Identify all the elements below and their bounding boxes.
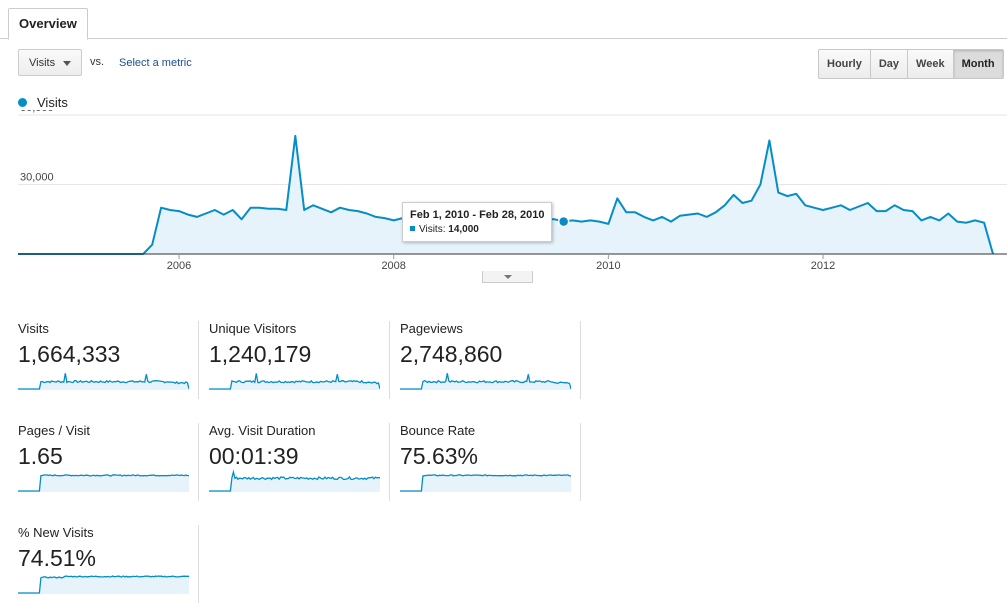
sparkline-line bbox=[400, 373, 571, 390]
scorecard-value: 75.63% bbox=[400, 443, 479, 469]
divider bbox=[389, 321, 390, 399]
legend-label: Visits bbox=[37, 95, 68, 110]
select-metric-link[interactable]: Select a metric bbox=[119, 57, 192, 69]
chevron-down-icon bbox=[63, 61, 71, 66]
scorecard-visits[interactable]: Visits 1,664,333 bbox=[18, 321, 208, 401]
divider bbox=[389, 423, 390, 501]
x-tick-label: 2012 bbox=[811, 260, 835, 270]
scorecard-pages-per-visit[interactable]: Pages / Visit 1.65 bbox=[18, 423, 208, 503]
visits-area bbox=[18, 135, 993, 254]
highlight-point bbox=[557, 215, 570, 228]
sparkline-line bbox=[18, 575, 189, 594]
scorecard-pageviews[interactable]: Pageviews 2,748,860 bbox=[400, 321, 590, 401]
sparkline-line bbox=[18, 474, 189, 492]
sparkline-line bbox=[209, 469, 380, 492]
scorecard-unique-visitors[interactable]: Unique Visitors 1,240,179 bbox=[209, 321, 399, 401]
scorecard-value: 1,240,179 bbox=[209, 341, 312, 367]
granularity-toggle: Hourly Day Week Month bbox=[818, 49, 1004, 79]
y-tick-label: 30,000 bbox=[20, 172, 54, 184]
divider bbox=[198, 321, 199, 399]
x-tick-label: 2006 bbox=[167, 260, 191, 270]
scorecard-bounce-rate[interactable]: Bounce Rate 75.63% bbox=[400, 423, 590, 503]
tooltip-value: 14,000 bbox=[448, 224, 479, 235]
sparkline-line bbox=[209, 373, 380, 390]
metric-select-value: Visits bbox=[29, 57, 56, 69]
tooltip-value-row: Visits: 14,000 bbox=[410, 224, 479, 235]
series-square-icon bbox=[410, 226, 415, 231]
tooltip-date-range: Feb 1, 2010 - Feb 28, 2010 bbox=[410, 209, 545, 221]
divider bbox=[198, 525, 199, 603]
scorecard-label: Bounce Rate bbox=[400, 423, 476, 438]
divider bbox=[198, 423, 199, 501]
chart-tooltip: Feb 1, 2010 - Feb 28, 2010 Visits: 14,00… bbox=[402, 202, 552, 242]
tab-overview[interactable]: Overview bbox=[8, 8, 88, 40]
week-button[interactable]: Week bbox=[907, 50, 953, 78]
scorecard-label: Visits bbox=[18, 321, 49, 336]
vs-label: vs. bbox=[90, 56, 105, 68]
sparkline bbox=[400, 474, 571, 492]
y-tick-label: 60,000 bbox=[20, 110, 54, 114]
scorecard-value: 1,664,333 bbox=[18, 341, 121, 367]
divider bbox=[580, 321, 581, 399]
visits-chart: 60,00030,00020062008201020122014 bbox=[18, 110, 1007, 270]
sparkline-line bbox=[18, 373, 189, 390]
scorecard-label: Avg. Visit Duration bbox=[209, 423, 316, 438]
sparkline bbox=[18, 373, 189, 390]
scorecard-label: % New Visits bbox=[18, 525, 94, 540]
scorecard-value: 74.51% bbox=[18, 545, 97, 571]
sparkline bbox=[209, 469, 380, 492]
metric-select[interactable]: Visits bbox=[18, 49, 82, 76]
scorecard-new-visits[interactable]: % New Visits 74.51% bbox=[18, 525, 208, 605]
month-button[interactable]: Month bbox=[952, 50, 1003, 78]
sparkline bbox=[209, 373, 380, 390]
scorecard-value: 2,748,860 bbox=[400, 341, 503, 367]
legend-dot-icon bbox=[18, 98, 27, 107]
scorecard-label: Pages / Visit bbox=[18, 423, 91, 438]
x-tick-label: 2010 bbox=[596, 260, 620, 270]
sparkline-area bbox=[18, 474, 189, 492]
sparkline bbox=[18, 575, 189, 594]
sparkline bbox=[400, 373, 571, 390]
scorecard-value: 1.65 bbox=[18, 443, 63, 469]
sparkline-area bbox=[18, 576, 189, 594]
scorecard-avg-visit-duration[interactable]: Avg. Visit Duration 00:01:39 bbox=[209, 423, 399, 503]
triangle-down-icon bbox=[504, 275, 512, 279]
tooltip-series: Visits bbox=[419, 224, 443, 235]
chart-resize-handle[interactable] bbox=[482, 271, 533, 283]
tab-bar: Overview bbox=[0, 0, 1007, 40]
sparkline-area bbox=[400, 474, 571, 492]
day-button[interactable]: Day bbox=[869, 50, 908, 78]
chart-legend: Visits bbox=[18, 95, 68, 110]
x-tick-label: 2008 bbox=[381, 260, 405, 270]
sparkline-line bbox=[400, 474, 571, 492]
sparkline-area bbox=[209, 472, 380, 492]
scorecard-label: Pageviews bbox=[400, 321, 463, 336]
scorecard-value: 00:01:39 bbox=[209, 443, 299, 469]
sparkline bbox=[18, 474, 189, 492]
scorecard-label: Unique Visitors bbox=[209, 321, 297, 336]
divider bbox=[580, 423, 581, 501]
hourly-button[interactable]: Hourly bbox=[819, 50, 870, 78]
